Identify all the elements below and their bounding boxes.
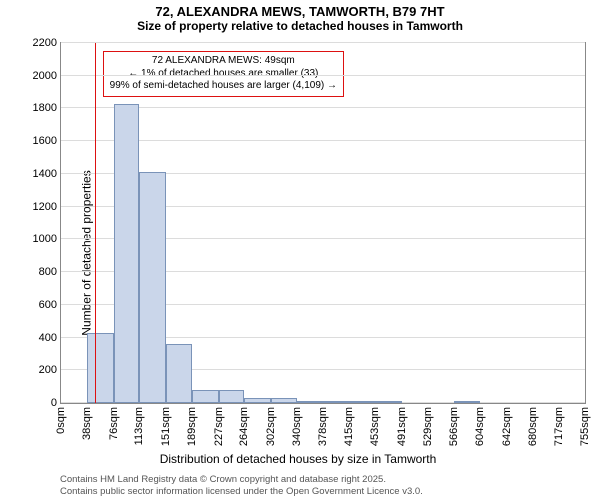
ytick-label: 2000 — [33, 70, 57, 82]
histogram-bar — [244, 398, 270, 403]
xtick-label: 189sqm — [186, 407, 198, 446]
histogram-bar — [114, 104, 140, 403]
xtick-label: 604sqm — [474, 407, 486, 446]
xtick-label: 566sqm — [448, 407, 460, 446]
histogram-bar — [139, 172, 165, 403]
footer-line: Contains public sector information licen… — [60, 486, 423, 498]
ytick-label: 400 — [39, 332, 57, 344]
histogram-bar — [349, 401, 375, 403]
xtick-label: 642sqm — [501, 407, 513, 446]
xtick-label: 755sqm — [579, 407, 591, 446]
grid-line — [61, 107, 585, 108]
histogram-bar — [323, 401, 349, 403]
histogram-bar — [271, 398, 297, 403]
footer-line: Contains HM Land Registry data © Crown c… — [60, 474, 423, 486]
grid-line — [61, 75, 585, 76]
xtick-label: 0sqm — [55, 407, 67, 434]
xtick-label: 415sqm — [343, 407, 355, 446]
xtick-label: 453sqm — [369, 407, 381, 446]
histogram-bar — [375, 401, 401, 403]
xtick-label: 38sqm — [81, 407, 93, 440]
xtick-label: 227sqm — [213, 407, 225, 446]
histogram-bar — [166, 344, 192, 403]
plot-area: 72 ALEXANDRA MEWS: 49sqm ← 1% of detache… — [60, 42, 586, 404]
histogram-bar — [192, 390, 218, 403]
xtick-label: 680sqm — [527, 407, 539, 446]
chart: Number of detached properties Distributi… — [0, 38, 596, 468]
xtick-label: 378sqm — [317, 407, 329, 446]
histogram-bar — [454, 401, 480, 403]
grid-line — [61, 42, 585, 43]
chart-title: 72, ALEXANDRA MEWS, TAMWORTH, B79 7HT Si… — [0, 0, 600, 33]
ytick-label: 1000 — [33, 233, 57, 245]
title-line-2: Size of property relative to detached ho… — [0, 19, 600, 33]
callout-line: 99% of semi-detached houses are larger (… — [110, 80, 337, 93]
histogram-bar — [297, 401, 323, 403]
title-line-1: 72, ALEXANDRA MEWS, TAMWORTH, B79 7HT — [0, 4, 600, 19]
attribution: Contains HM Land Registry data © Crown c… — [60, 474, 423, 498]
ytick-label: 2200 — [33, 37, 57, 49]
x-axis-label: Distribution of detached houses by size … — [160, 452, 437, 466]
xtick-label: 340sqm — [291, 407, 303, 446]
xtick-label: 264sqm — [238, 407, 250, 446]
xtick-label: 76sqm — [108, 407, 120, 440]
marker-line — [95, 43, 96, 403]
ytick-label: 1600 — [33, 135, 57, 147]
ytick-label: 200 — [39, 364, 57, 376]
histogram-bar — [219, 390, 245, 403]
ytick-label: 1400 — [33, 168, 57, 180]
xtick-label: 491sqm — [396, 407, 408, 446]
page: 72, ALEXANDRA MEWS, TAMWORTH, B79 7HT Si… — [0, 0, 600, 500]
grid-line — [61, 140, 585, 141]
ytick-label: 600 — [39, 299, 57, 311]
ytick-label: 800 — [39, 266, 57, 278]
xtick-label: 151sqm — [160, 407, 172, 446]
ytick-label: 1800 — [33, 102, 57, 114]
histogram-bar — [87, 333, 113, 403]
callout-line: 72 ALEXANDRA MEWS: 49sqm — [110, 55, 337, 68]
xtick-label: 717sqm — [553, 407, 565, 446]
xtick-label: 113sqm — [133, 407, 145, 445]
xtick-label: 529sqm — [422, 407, 434, 446]
ytick-label: 1200 — [33, 201, 57, 213]
xtick-label: 302sqm — [265, 407, 277, 446]
